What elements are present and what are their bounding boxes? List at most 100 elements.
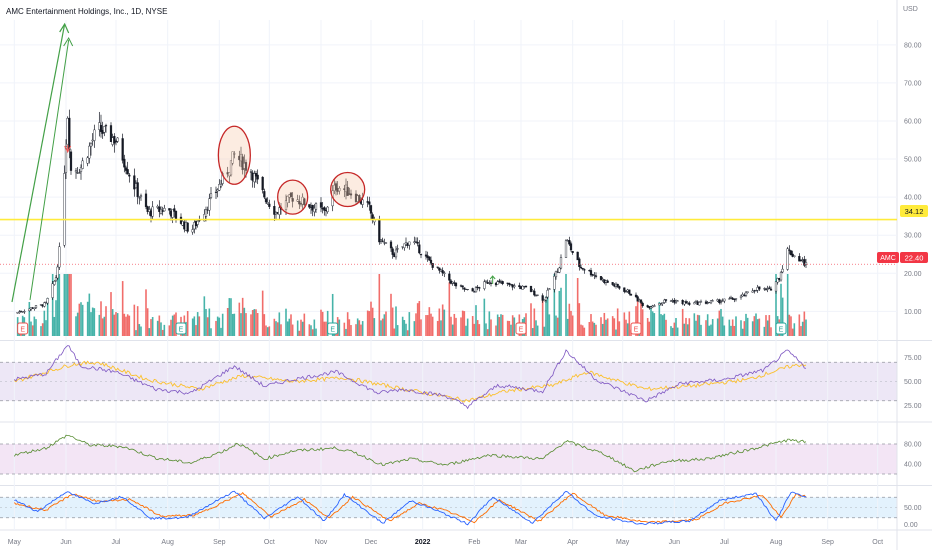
volume-bar [76, 312, 79, 336]
volume-bar [483, 298, 486, 336]
x-tick-label: Dec [365, 539, 378, 546]
candle-body [529, 286, 533, 292]
candle-body [548, 288, 551, 290]
volume-bar [583, 327, 586, 336]
candle-body [113, 136, 116, 144]
volume-bar [81, 304, 84, 336]
volume-bar [40, 326, 42, 336]
volume-bar [763, 326, 766, 336]
volume-bar [210, 328, 212, 336]
price-y-tick-label: 80.00 [904, 42, 922, 49]
candle-body [136, 182, 139, 197]
volume-bar [286, 321, 289, 336]
candle-body [664, 299, 668, 301]
volume-bar [403, 320, 406, 336]
candle-body [599, 276, 603, 280]
candle-body [334, 183, 338, 190]
volume-bar [486, 329, 489, 336]
volume-bar [658, 301, 661, 336]
x-tick-label: Aug [770, 539, 783, 546]
volume-bar [240, 313, 242, 336]
volume-bar [228, 298, 231, 336]
volume-bar [256, 313, 259, 336]
candle-body [263, 191, 266, 198]
volume-bar [315, 328, 317, 336]
volume-bar [541, 298, 544, 336]
volume-bar [378, 274, 381, 336]
candle-body [606, 280, 609, 283]
volume-bar [325, 321, 327, 336]
volume-bar [245, 313, 247, 336]
volume-bar [243, 307, 246, 336]
volume-bar [255, 309, 257, 336]
candle-body [658, 303, 661, 306]
volume-bar [635, 306, 637, 336]
volume-bar [463, 311, 466, 336]
candle-body [43, 302, 46, 307]
candle-body [488, 282, 491, 284]
candle-body [594, 275, 598, 277]
volume-bar [86, 301, 89, 336]
volume-bar [123, 313, 126, 336]
volume-bar [478, 324, 481, 336]
volume-bar [555, 315, 557, 336]
candle-body [559, 257, 563, 269]
oscillator-y-tick-label: 80.00 [904, 442, 922, 449]
volume-bar [508, 320, 511, 336]
volume-bar [290, 314, 292, 336]
candle-body [544, 297, 548, 301]
candle-body [308, 204, 311, 208]
volume-bar [303, 313, 306, 336]
volume-bar [121, 281, 124, 336]
price-y-tick-label: 40.00 [904, 195, 922, 202]
candle-body [289, 192, 293, 197]
candle-body [576, 251, 579, 261]
volume-bar [371, 307, 374, 336]
candle-body [781, 268, 784, 273]
candle-body [593, 274, 596, 276]
volume-bar [146, 308, 149, 336]
volume-bar [145, 289, 147, 336]
earnings-marker-label: E [330, 327, 335, 334]
volume-bar [740, 320, 742, 336]
candle-body [254, 173, 258, 177]
volume-bar [560, 287, 562, 336]
volume-bar [535, 320, 537, 336]
earnings-marker-label: E [179, 327, 184, 334]
candle-body [33, 307, 36, 309]
candle-body [728, 298, 731, 300]
candle-body [208, 198, 211, 211]
volume-bar [170, 319, 172, 336]
volume-bar [640, 302, 642, 336]
candle-body [719, 301, 723, 303]
volume-bar [670, 326, 672, 336]
volume-bar [653, 313, 656, 336]
volume-bar [471, 316, 474, 336]
volume-bar [186, 311, 189, 336]
volume-bar [775, 274, 777, 336]
candle-body [554, 271, 558, 278]
trend-arrow-line [29, 39, 70, 301]
volume-bar [301, 321, 304, 336]
pane-backgrounds [0, 362, 897, 518]
volume-bar [448, 282, 451, 336]
volume-bar [311, 329, 314, 336]
candle-body [639, 299, 643, 303]
candle-body [174, 210, 178, 219]
candle-body [426, 255, 429, 258]
candle-body [429, 259, 433, 264]
stoch-d-line [13, 492, 807, 524]
stochastic-band [0, 497, 897, 518]
candle-body [139, 195, 143, 197]
candle-body [461, 285, 464, 288]
volume-bar [65, 274, 67, 336]
volume-bar [676, 327, 679, 336]
volume-bar [768, 315, 771, 336]
x-tick-label: Sep [213, 539, 226, 546]
down-arrow-marker [64, 145, 72, 154]
volume-bar [196, 312, 199, 336]
volume-bar [441, 304, 444, 336]
volume-bar [58, 274, 61, 336]
